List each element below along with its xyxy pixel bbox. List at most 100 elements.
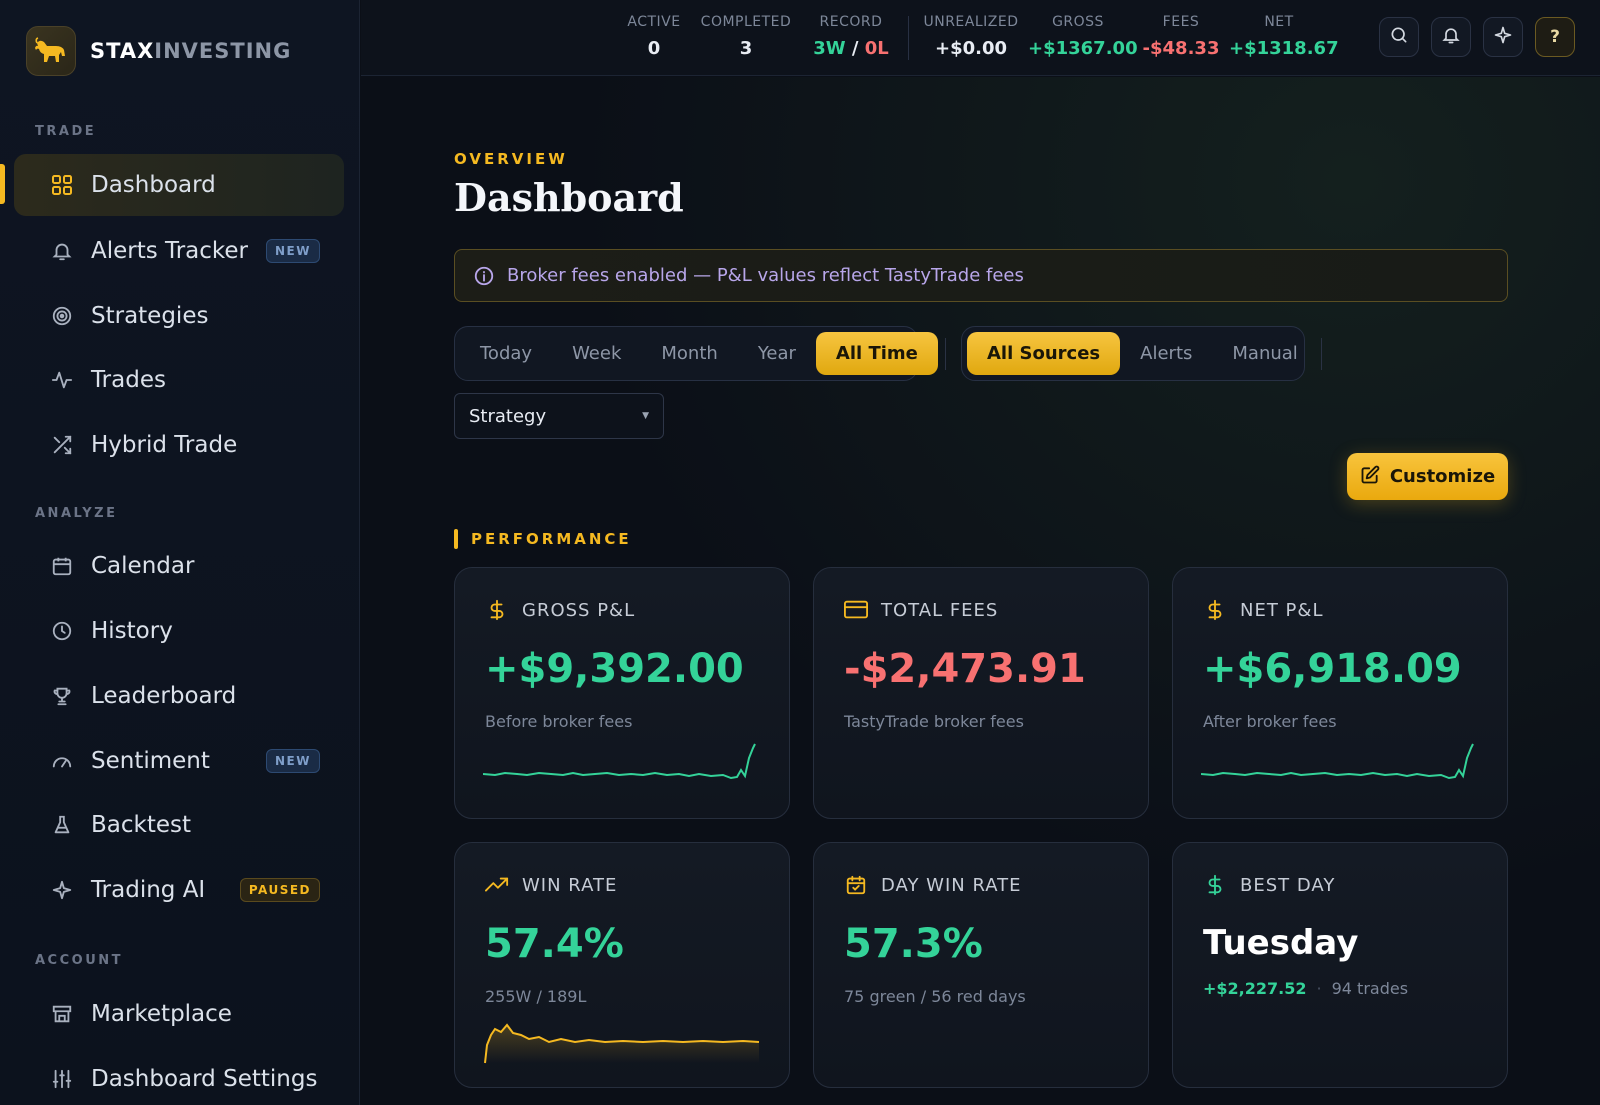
- sidebar-item-backtest[interactable]: Backtest: [14, 794, 344, 856]
- sidebar-item-trading-ai[interactable]: Trading AI PAUSED: [14, 859, 344, 921]
- broker-fees-banner: Broker fees enabled — P&L values reflect…: [454, 249, 1508, 302]
- sidebar-item-hybrid-trade[interactable]: Hybrid Trade: [14, 414, 344, 476]
- nav-section-trade: TRADE: [35, 124, 97, 139]
- sidebar-item-label: Dashboard: [91, 172, 216, 198]
- sidebar-item-label: Marketplace: [91, 1001, 232, 1027]
- divider: [945, 338, 946, 370]
- strategy-select-value: Strategy: [469, 405, 547, 427]
- banner-text: Broker fees enabled — P&L values reflect…: [507, 265, 1024, 286]
- stat-net: NET +$1318.67: [1229, 14, 1339, 59]
- sidebar-item-label: Backtest: [91, 812, 192, 838]
- sliders-icon: [50, 1067, 74, 1091]
- stat-value: 3W / 0L: [806, 38, 896, 59]
- card-header: WIN RATE: [485, 873, 617, 897]
- bell-icon: [50, 239, 74, 263]
- card-value: 57.3%: [844, 921, 983, 967]
- stat-value: 3: [739, 38, 753, 59]
- time-filter-year[interactable]: Year: [757, 343, 796, 364]
- search-icon: [1389, 25, 1409, 49]
- record-wins: 3W: [813, 38, 846, 59]
- sidebar-item-dashboard[interactable]: Dashboard: [14, 154, 344, 216]
- card-title: TOTAL FEES: [881, 599, 999, 621]
- time-filter-today[interactable]: Today: [480, 343, 533, 364]
- section-accent: [454, 529, 458, 549]
- card-subtitle: After broker fees: [1203, 712, 1337, 731]
- dollar-icon: [1203, 598, 1227, 622]
- stat-label: RECORD: [819, 14, 883, 30]
- brand[interactable]: STAXINVESTING: [26, 26, 291, 76]
- day-win-rate-card[interactable]: DAY WIN RATE 57.3% 75 green / 56 red day…: [813, 842, 1149, 1088]
- best-day-card[interactable]: BEST DAY Tuesday +$2,227.52 · 94 trades: [1172, 842, 1508, 1088]
- stat-value: +$0.00: [934, 38, 1008, 59]
- record-losses: 0L: [864, 38, 889, 59]
- brand-name-primary: STAX: [90, 39, 155, 63]
- card-value: +$9,392.00: [485, 646, 744, 692]
- stat-completed: COMPLETED 3: [696, 14, 796, 59]
- stat-label: COMPLETED: [700, 14, 792, 30]
- best-day-meta: +$2,227.52 · 94 trades: [1203, 979, 1408, 998]
- source-filter-manual[interactable]: Manual: [1232, 343, 1298, 364]
- ai-assistant-button[interactable]: [1483, 17, 1523, 57]
- stat-active: ACTIVE 0: [624, 14, 684, 59]
- help-button[interactable]: ?: [1535, 17, 1575, 57]
- card-header: BEST DAY: [1203, 873, 1335, 897]
- sidebar-item-trades[interactable]: Trades: [14, 349, 344, 411]
- card-value: +$6,918.09: [1203, 646, 1462, 692]
- dollar-icon: [485, 598, 509, 622]
- win-rate-card[interactable]: WIN RATE 57.4% 255W / 189L: [454, 842, 790, 1088]
- sidebar-item-label: Hybrid Trade: [91, 432, 238, 458]
- source-filter-all[interactable]: All Sources: [967, 332, 1121, 375]
- card-header: NET P&L: [1203, 598, 1323, 622]
- target-icon: [50, 304, 74, 328]
- sidebar-item-dashboard-settings[interactable]: Dashboard Settings: [14, 1048, 344, 1105]
- source-filter-alerts[interactable]: Alerts: [1140, 343, 1193, 364]
- strategy-select[interactable]: Strategy ▼: [454, 393, 664, 439]
- gross-pnl-card[interactable]: GROSS P&L +$9,392.00 Before broker fees: [454, 567, 790, 819]
- sparkle-icon: [50, 878, 74, 902]
- sidebar-item-leaderboard[interactable]: Leaderboard: [14, 665, 344, 727]
- stat-record: RECORD 3W / 0L: [806, 14, 896, 59]
- sidebar-item-strategies[interactable]: Strategies: [14, 285, 344, 347]
- sidebar-item-label: Dashboard Settings: [91, 1066, 318, 1092]
- card-title: WIN RATE: [522, 874, 618, 896]
- stat-label: GROSS: [1052, 14, 1104, 30]
- stat-gross: GROSS +$1367.00: [1028, 14, 1138, 59]
- bell-icon: [1441, 25, 1461, 49]
- grid-icon: [50, 173, 74, 197]
- total-fees-card[interactable]: TOTAL FEES -$2,473.91 TastyTrade broker …: [813, 567, 1149, 819]
- card-title: GROSS P&L: [522, 599, 636, 621]
- sidebar-item-calendar[interactable]: Calendar: [14, 535, 344, 597]
- sidebar-item-label: Calendar: [91, 553, 195, 579]
- separator-dot: ·: [1316, 979, 1322, 998]
- stat-unrealized: UNREALIZED +$0.00: [916, 14, 1026, 59]
- sidebar-item-history[interactable]: History: [14, 600, 344, 662]
- stat-label: UNREALIZED: [923, 14, 1019, 30]
- page-kicker: OVERVIEW: [454, 150, 568, 168]
- search-button[interactable]: [1379, 17, 1419, 57]
- sparkle-icon: [1493, 25, 1513, 49]
- main-content: OVERVIEW Dashboard Broker fees enabled —…: [361, 77, 1600, 1105]
- card-title: DAY WIN RATE: [881, 874, 1022, 896]
- sidebar-item-sentiment[interactable]: Sentiment NEW: [14, 730, 344, 792]
- time-filter-all-time[interactable]: All Time: [815, 332, 938, 375]
- card-header: DAY WIN RATE: [844, 873, 1022, 897]
- time-filter-month[interactable]: Month: [661, 343, 718, 364]
- time-filter-week[interactable]: Week: [572, 343, 622, 364]
- active-indicator: [0, 164, 5, 204]
- notifications-button[interactable]: [1431, 17, 1471, 57]
- stat-value: +$1318.67: [1229, 38, 1339, 59]
- card-title: BEST DAY: [1240, 874, 1336, 896]
- sidebar-item-label: Trades: [91, 367, 166, 393]
- stat-fees: FEES -$48.33: [1136, 14, 1226, 59]
- net-pnl-card[interactable]: NET P&L +$6,918.09 After broker fees: [1172, 567, 1508, 819]
- trophy-icon: [50, 684, 74, 708]
- customize-button[interactable]: Customize: [1347, 453, 1508, 500]
- best-day-value: Tuesday: [1203, 923, 1359, 963]
- source-filter-group: All Sources Alerts Manual: [961, 326, 1305, 381]
- sidebar-item-label: Trading AI: [91, 877, 206, 903]
- card-header: GROSS P&L: [485, 598, 635, 622]
- card-title: NET P&L: [1240, 599, 1324, 621]
- sidebar-item-marketplace[interactable]: Marketplace: [14, 983, 344, 1045]
- brand-name-secondary: INVESTING: [154, 39, 292, 63]
- sidebar-item-alerts-tracker[interactable]: Alerts Tracker NEW: [14, 220, 344, 282]
